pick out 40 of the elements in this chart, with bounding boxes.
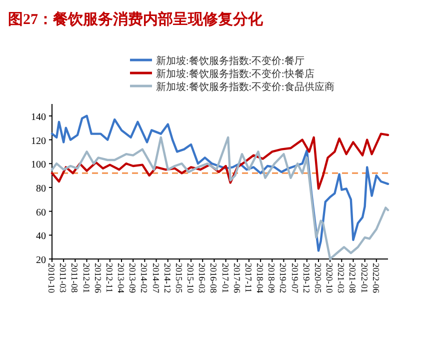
x-tick-label: 2021-03 (336, 263, 346, 294)
y-tick-label: 100 (31, 160, 46, 171)
x-tick-label: 2012-11 (104, 263, 114, 293)
x-tick-label: 2019-07 (290, 263, 300, 294)
x-tick-label: 2022-01 (359, 263, 370, 293)
x-tick-label: 2017-11 (243, 263, 254, 293)
x-tick-label: 2014-12 (162, 263, 172, 293)
x-tick-label: 2020-10 (324, 263, 335, 294)
x-tick-label: 2016-03 (197, 263, 208, 294)
y-tick-label: 120 (31, 136, 46, 147)
x-tick-label: 2013-04 (116, 263, 126, 294)
x-tick-label: 2019-02 (278, 263, 288, 293)
x-tick-label: 2011-08 (70, 263, 80, 294)
x-tick-label: 2012-01 (81, 263, 92, 293)
x-tick-label: 2017-06 (232, 263, 242, 294)
x-tick-label: 2010-10 (46, 263, 56, 294)
x-tick-label: 2013-09 (128, 263, 138, 294)
x-tick-label: 2015-10 (186, 263, 196, 294)
y-tick-label: 40 (36, 231, 46, 242)
x-tick-label: 2014-07 (150, 263, 161, 294)
y-tick-label: 20 (36, 255, 46, 266)
legend-label: 新加坡:餐饮服务指数:不变价:餐厅 (156, 55, 304, 67)
x-tick-label: 2020-05 (312, 263, 323, 294)
x-tick-label: 2021-08 (348, 263, 358, 294)
x-tick-label: 2016-08 (208, 263, 219, 294)
x-tick-label: 2015-05 (174, 263, 184, 294)
x-tick-label: 2022-06 (370, 263, 381, 294)
legend-label: 新加坡:餐饮服务指数:不变价:快餐店 (156, 68, 314, 80)
chart-title: 图27：餐饮服务消费内部呈现修复分化 (8, 10, 264, 28)
legend-label: 新加坡:餐饮服务指数:不变价:食品供应商 (156, 81, 334, 93)
x-tick-label: 2014-02 (139, 263, 150, 293)
x-tick-label: 2018-09 (266, 263, 277, 294)
y-tick-label: 140 (31, 112, 46, 123)
x-tick-label: 2011-03 (58, 263, 68, 294)
x-tick-label: 2012-06 (92, 263, 103, 294)
x-tick-label: 2017-01 (220, 263, 230, 293)
y-tick-label: 60 (36, 207, 46, 218)
x-tick-label: 2019-12 (301, 263, 312, 293)
y-tick-label: 80 (36, 183, 46, 194)
x-tick-label: 2018-04 (255, 263, 266, 294)
